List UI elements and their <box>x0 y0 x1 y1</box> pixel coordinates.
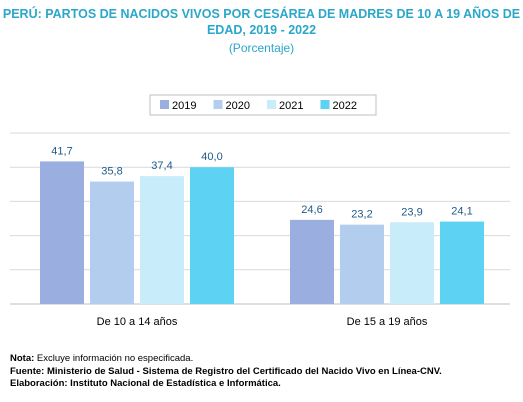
chart-title-line-2: EDAD, 2019 - 2022 <box>206 23 317 37</box>
legend-label-2021: 2021 <box>279 100 303 112</box>
bar-2021-1 <box>140 176 184 304</box>
bar-2021-2 <box>390 222 434 304</box>
bar-2019-1 <box>40 161 84 304</box>
chart-title-line-1: PERÚ: PARTOS DE NACIDOS VIVOS POR CESÁRE… <box>2 7 521 21</box>
note-label: Nota: <box>10 353 35 364</box>
legend-swatch-2022 <box>320 100 330 109</box>
legend-label-2020: 2020 <box>226 100 250 112</box>
data-label-2021-2: 23,9 <box>401 206 422 218</box>
legend-label-2022: 2022 <box>333 100 357 112</box>
legend-label-2019: 2019 <box>172 100 196 112</box>
legend-box <box>149 94 377 116</box>
bar-2022-2 <box>440 221 484 304</box>
data-label-2022-2: 24,1 <box>451 206 472 218</box>
bar-2020-2 <box>340 224 384 304</box>
bar-2020-1 <box>90 181 134 304</box>
bar-chart: 2019 2020 2021 2022 41,7 35,8 37,4 40,0 De 10 a … <box>10 94 510 328</box>
bar-2019-2 <box>290 219 334 304</box>
source-line: Fuente: Ministerio de Salud - Sistema de… <box>10 366 515 379</box>
legend-swatch-2020 <box>213 100 223 109</box>
bar-2022-1 <box>190 167 234 304</box>
chart-subtitle: (Porcentaje) <box>228 41 295 55</box>
data-label-2021-1: 37,4 <box>151 160 172 172</box>
chart-title: PERÚ: PARTOS DE NACIDOS VIVOS POR CESÁRE… <box>0 6 523 38</box>
data-label-2020-1: 35,8 <box>101 166 122 178</box>
data-label-2022-1: 40,0 <box>201 151 222 163</box>
source-text: Ministerio de Salud - Sistema de Registr… <box>44 365 442 377</box>
source-label: Fuente: <box>10 365 45 377</box>
legend-swatch-2021 <box>267 100 276 109</box>
elaboration-line: Elaboración: Instituto Nacional de Estad… <box>10 378 515 391</box>
legend-swatch-2019 <box>160 100 169 109</box>
elaboration-label: Elaboración: <box>10 378 68 389</box>
data-label-2019-2: 24,6 <box>301 204 322 216</box>
data-label-2020-2: 23,2 <box>351 209 372 221</box>
note-text: Excluye información no especificada. <box>34 353 194 364</box>
elaboration-text: Instituto Nacional de Estadística e Info… <box>67 378 281 389</box>
chart-notes: Nota: Excluye información no especificad… <box>10 353 515 391</box>
note-line: Nota: Excluye información no especificad… <box>10 353 515 366</box>
category-label-2: De 15 a 19 años <box>347 316 428 328</box>
category-label-1: De 10 a 14 años <box>97 316 178 328</box>
data-label-2019-1: 41,7 <box>51 145 72 157</box>
